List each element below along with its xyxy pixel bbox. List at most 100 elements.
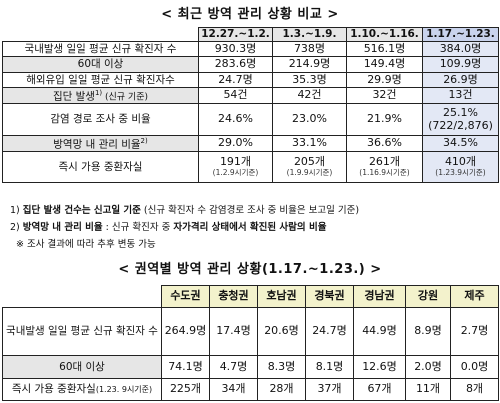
cell: 34개 (209, 378, 258, 401)
cell: 12.6명 (353, 355, 406, 379)
region-header: 충청권 (209, 285, 258, 308)
row-label: 즉시 가용 중환자실(1.23. 9시기준) (2, 378, 162, 401)
period-header: 12.27.~1.2. (198, 27, 273, 42)
footnote-text: : 신규 확진자 중 (102, 222, 174, 233)
row-label-text: 집단 발생 (52, 90, 95, 103)
cell: 74.1명 (161, 355, 210, 379)
footnote-prefix: 2) (10, 222, 23, 233)
region-header: 호남권 (257, 285, 306, 308)
region-header: 경남권 (353, 285, 406, 308)
cell-note: (1.2.9시기준) (212, 168, 259, 177)
section-title-regional: < 권역별 방역 관리 상황(1.17.~1.23.) > (118, 262, 382, 277)
row-label: 국내발생 일일 평균 신규 확진자 수 (2, 307, 162, 356)
cell: 384.0명 (422, 41, 499, 57)
cell: 261개 (1.16.9시기준) (346, 151, 423, 183)
row-label-sub: (1.23. 9시기준) (95, 385, 153, 395)
cell: 29.9명 (346, 72, 423, 88)
cell: 8.1명 (305, 355, 354, 379)
row-label: 감염 경로 조사 중 비율 (2, 103, 199, 136)
cell-note: (1.23.9시기준) (435, 168, 486, 177)
cell: 2.7명 (450, 307, 499, 356)
cell: 264.9명 (161, 307, 210, 356)
cell: 44.9명 (353, 307, 406, 356)
footnote-marker: 1) (94, 88, 103, 97)
footnote-bold: 자가격리 상태에서 확진된 사람의 비율 (173, 222, 327, 233)
table-row: 즉시 가용 중환자실 191개 (1.2.9시기준) 205개 (1.9.9시기준)… (2, 151, 499, 183)
cell: 225개 (161, 378, 210, 401)
row-label-text: 방역망 내 관리 비율 (53, 138, 141, 151)
table-row: 집단 발생1) (신규 기준) 54건 42건 32건 13건 (2, 87, 499, 104)
row-label-sub: (신규 기준) (102, 92, 149, 103)
footnote-2: 2) 방역망 내 관리 비율 : 신규 확진자 중 자가격리 상태에서 확진된 … (10, 222, 326, 234)
cell: 17.4명 (209, 307, 258, 356)
row-label: 즉시 가용 중환자실 (2, 151, 199, 183)
footnote-prefix: 1) (10, 205, 23, 216)
cell-value: 410개 (444, 155, 477, 169)
cell: 36.6% (346, 135, 423, 152)
cell-note: (1.9.9시기준) (286, 168, 333, 177)
cell-extra: (722/2,876) (428, 118, 493, 132)
section-title-recent: < 최근 방역 관리 상황 비교 > (161, 7, 339, 22)
header-corner (2, 27, 199, 42)
cell: 33.1% (272, 135, 347, 152)
cell: 516.1명 (346, 41, 423, 57)
cell: 23.0% (272, 103, 347, 136)
table-row: 60대 이상 74.1명 4.7명 8.3명 8.1명 12.6명 2.0명 0… (2, 355, 499, 379)
row-label: 60대 이상 (2, 355, 162, 379)
row-label: 해외유입 일일 평균 신규 확진자수 (2, 72, 199, 88)
cell: 24.7명 (198, 72, 273, 88)
table-row: 감염 경로 조사 중 비율 24.6% 23.0% 21.9% 25.1% (72… (2, 103, 499, 136)
cell: 8.3명 (257, 355, 306, 379)
table-row: 방역망 내 관리 비율2) 29.0% 33.1% 36.6% 34.5% (2, 135, 499, 152)
cell: 0.0명 (450, 355, 499, 379)
table-header-row: 12.27.~1.2. 1.3.~1.9. 1.10.~1.16. 1.17.~… (2, 27, 499, 42)
footnote-bold: 방역망 내 관리 비율 (22, 222, 103, 233)
cell: 149.4명 (346, 56, 423, 73)
cell: 11개 (405, 378, 451, 401)
cell: 29.0% (198, 135, 273, 152)
footnote-3: ※ 조사 결과에 따라 추후 변동 가능 (16, 239, 156, 250)
cell: 410개 (1.23.9시기준) (422, 151, 499, 183)
cell: 21.9% (346, 103, 423, 136)
table-row: 국내발생 일일 평균 신규 확진자 수 930.3명 738명 516.1명 3… (2, 41, 499, 57)
cell: 28개 (257, 378, 306, 401)
footnote-marker: 2) (140, 136, 148, 145)
region-header: 경북권 (305, 285, 354, 308)
footnote-text: (신규 확진자 수 감염경로 조사 중 비율은 보고일 기준) (140, 205, 360, 216)
cell: 37개 (305, 378, 354, 401)
period-header: 1.10.~1.16. (346, 27, 423, 42)
table-row: 60대 이상 283.6명 214.9명 149.4명 109.9명 (2, 56, 499, 73)
cell: 32건 (346, 87, 423, 104)
cell: 4.7명 (209, 355, 258, 379)
cell-note: (1.16.9시기준) (359, 168, 410, 177)
row-label: 방역망 내 관리 비율2) (2, 135, 199, 152)
row-label: 집단 발생1) (신규 기준) (2, 87, 199, 104)
footnote-bold: 집단 발생 건수는 신고일 기준 (22, 205, 141, 216)
cell: 42건 (272, 87, 347, 104)
row-label: 국내발생 일일 평균 신규 확진자 수 (2, 41, 199, 57)
cell: 205개 (1.9.9시기준) (272, 151, 347, 183)
footnote-1: 1) 집단 발생 건수는 신고일 기준 (신규 확진자 수 감염경로 조사 중 … (10, 205, 359, 217)
regional-table: 수도권 충청권 호남권 경북권 경남권 강원 제주 국내발생 일일 평균 신규 … (2, 285, 499, 401)
cell: 109.9명 (422, 56, 499, 73)
cell: 8개 (450, 378, 499, 401)
cell: 930.3명 (198, 41, 273, 57)
cell: 67개 (353, 378, 406, 401)
table-row: 즉시 가용 중환자실(1.23. 9시기준) 225개 34개 28개 37개 … (2, 378, 499, 401)
cell: 8.9명 (405, 307, 451, 356)
cell: 13건 (422, 87, 499, 104)
region-header: 수도권 (161, 285, 210, 308)
cell: 35.3명 (272, 72, 347, 88)
cell: 214.9명 (272, 56, 347, 73)
table-header-row: 수도권 충청권 호남권 경북권 경남권 강원 제주 (2, 285, 499, 308)
header-corner (2, 285, 162, 308)
cell-value: 25.1% (443, 105, 478, 119)
table-row: 해외유입 일일 평균 신규 확진자수 24.7명 35.3명 29.9명 26.… (2, 72, 499, 88)
cell: 24.6% (198, 103, 273, 136)
cell: 20.6명 (257, 307, 306, 356)
cell-value: 261개 (368, 155, 401, 169)
cell: 34.5% (422, 135, 499, 152)
period-header-current: 1.17.~1.23. (422, 27, 499, 42)
cell-value: 191개 (219, 155, 252, 169)
cell: 2.0명 (405, 355, 451, 379)
